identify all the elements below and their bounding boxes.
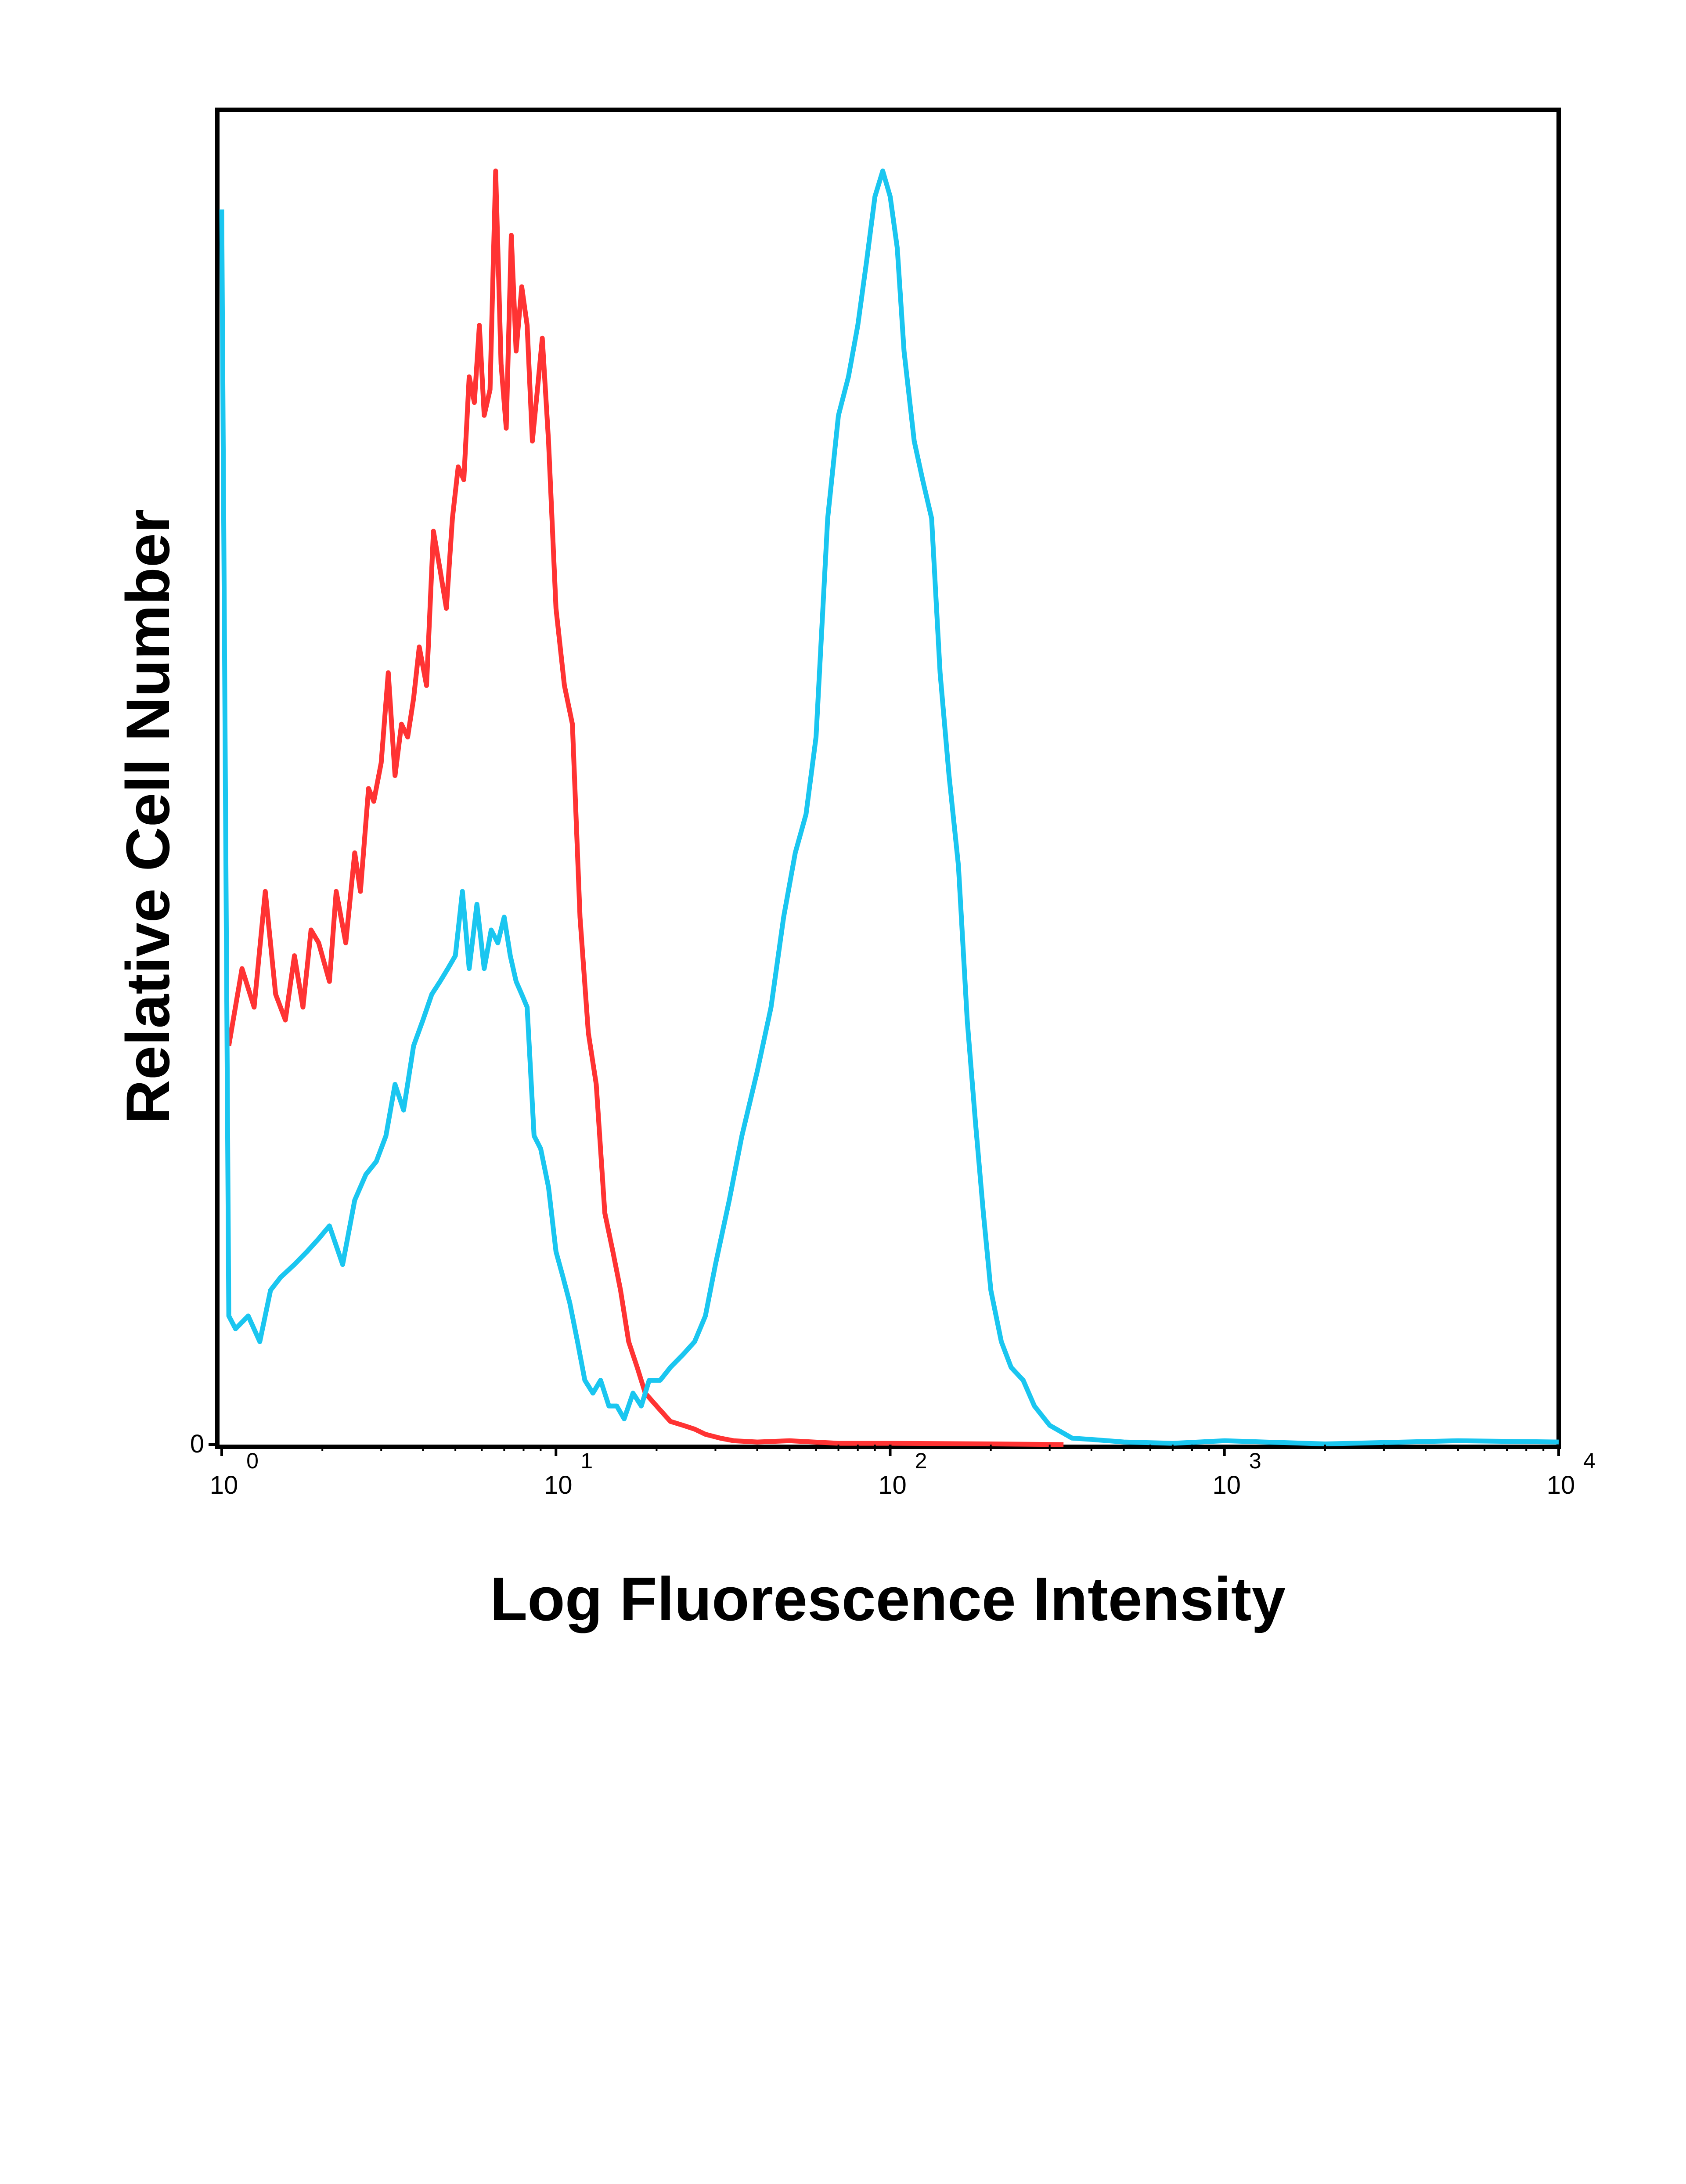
y-axis-label: Relative Cell Number [113, 509, 182, 1124]
x-tick-label-base: 10 [210, 1471, 238, 1499]
x-tick-label-exponent: 2 [915, 1449, 927, 1473]
x-tick-label-exponent: 3 [1249, 1449, 1261, 1473]
x-tick-label-exponent: 0 [246, 1449, 259, 1473]
series-line-1 [226, 168, 1064, 1447]
x-tick-label-exponent: 4 [1583, 1449, 1596, 1473]
x-tick-label-base: 10 [1212, 1471, 1241, 1499]
x-axis-label: Log Fluorescence Intensity [490, 1564, 1286, 1633]
x-tick-label-base: 10 [544, 1471, 573, 1499]
x-tick-label-base: 10 [878, 1471, 907, 1499]
x-axis-ticks: 10 0 10 1 10 2 10 3 10 4 [210, 1445, 1596, 1499]
series-line-2 [219, 168, 1559, 1446]
y-axis-ticks: 0 [190, 1430, 220, 1458]
plot-frame [215, 108, 1561, 1449]
x-tick-label-exponent: 1 [580, 1449, 593, 1473]
series-layer [219, 168, 1559, 1447]
y-tick-label: 0 [190, 1430, 204, 1458]
x-tick-label-base: 10 [1547, 1471, 1575, 1499]
